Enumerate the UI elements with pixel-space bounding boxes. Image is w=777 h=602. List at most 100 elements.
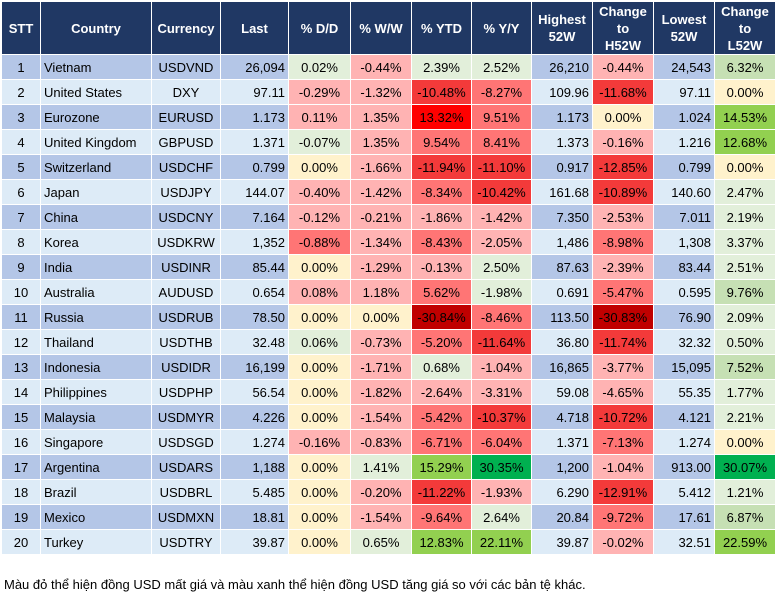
cell-country: India xyxy=(40,254,152,280)
cell-dd: 0.00% xyxy=(288,379,351,405)
cell-currency: USDPHP xyxy=(151,379,221,405)
footnote: Màu đỏ thể hiện đồng USD mất giá và màu … xyxy=(4,577,586,592)
header-highest-52w[interactable]: Highest 52W xyxy=(531,1,593,55)
cell-ch: -5.47% xyxy=(592,279,654,305)
cell-ytd: -0.13% xyxy=(411,254,472,280)
cell-last: 1.173 xyxy=(220,104,289,130)
cell-ytd: -11.22% xyxy=(411,479,472,505)
table-row[interactable]: 17 Argentina USDARS 1,188 0.00% 1.41% 15.29% 30… xyxy=(1,454,776,480)
table-row[interactable]: 4 United Kingdom GBPUSD 1.371 -0.07% 1.35% 9.5… xyxy=(1,129,776,155)
currency-table: STT Country Currency Last % D/D % W/W % YTD % Y… xyxy=(1,1,776,555)
header-ww[interactable]: % W/W xyxy=(350,1,412,55)
cell-low: 15,095 xyxy=(653,354,715,380)
table-row[interactable]: 2 United States DXY 97.11 -0.29% -1.32% -10.48… xyxy=(1,79,776,105)
table-body: 1 Vietnam USDVND 26,094 0.02% -0.44% 2.39% 2.52… xyxy=(1,54,776,555)
cell-ytd: 13.32% xyxy=(411,104,472,130)
cell-ch: -4.65% xyxy=(592,379,654,405)
table-row[interactable]: 7 China USDCNY 7.164 -0.12% -0.21% -1.86% -1.42… xyxy=(1,204,776,230)
cell-cl: 3.37% xyxy=(714,229,776,255)
cell-currency: USDRUB xyxy=(151,304,221,330)
cell-ww: -1.71% xyxy=(350,354,412,380)
cell-currency: USDCHF xyxy=(151,154,221,180)
table-row[interactable]: 10 Australia AUDUSD 0.654 0.08% 1.18% 5.62% -1.… xyxy=(1,279,776,305)
cell-high: 1.373 xyxy=(531,129,593,155)
cell-last: 85.44 xyxy=(220,254,289,280)
cell-ch: 0.00% xyxy=(592,104,654,130)
cell-high: 4.718 xyxy=(531,404,593,430)
cell-cl: 14.53% xyxy=(714,104,776,130)
header-label: Currency xyxy=(157,20,215,36)
header-label: % D/D xyxy=(300,20,339,36)
cell-stt: 9 xyxy=(1,254,41,280)
table-row[interactable]: 6 Japan USDJPY 144.07 -0.40% -1.42% -8.34% -10.… xyxy=(1,179,776,205)
cell-last: 1,188 xyxy=(220,454,289,480)
cell-cl: 2.47% xyxy=(714,179,776,205)
table-row[interactable]: 15 Malaysia USDMYR 4.226 0.00% -1.54% -5.42% -1… xyxy=(1,404,776,430)
cell-high: 0.917 xyxy=(531,154,593,180)
cell-yy: -8.46% xyxy=(471,304,532,330)
cell-high: 7.350 xyxy=(531,204,593,230)
header-dd[interactable]: % D/D xyxy=(288,1,351,55)
header-stt[interactable]: STT xyxy=(1,1,41,55)
table-row[interactable]: 13 Indonesia USDIDR 16,199 0.00% -1.71% 0.68% -… xyxy=(1,354,776,380)
table-row[interactable]: 14 Philippines USDPHP 56.54 0.00% -1.82% -2.64… xyxy=(1,379,776,405)
cell-yy: -2.05% xyxy=(471,229,532,255)
cell-country: Korea xyxy=(40,229,152,255)
cell-ch: -10.89% xyxy=(592,179,654,205)
cell-currency: DXY xyxy=(151,79,221,105)
cell-country: Indonesia xyxy=(40,354,152,380)
cell-dd: 0.00% xyxy=(288,304,351,330)
header-yy[interactable]: % Y/Y xyxy=(471,1,532,55)
table-row[interactable]: 20 Turkey USDTRY 39.87 0.00% 0.65% 12.83% 22.11… xyxy=(1,529,776,555)
header-lowest-52w[interactable]: Lowest 52W xyxy=(653,1,715,55)
table-row[interactable]: 9 India USDINR 85.44 0.00% -1.29% -0.13% 2.50% 8… xyxy=(1,254,776,280)
cell-ch: -10.72% xyxy=(592,404,654,430)
cell-country: Brazil xyxy=(40,479,152,505)
table-row[interactable]: 1 Vietnam USDVND 26,094 0.02% -0.44% 2.39% 2.52… xyxy=(1,54,776,80)
table-row[interactable]: 5 Switzerland USDCHF 0.799 0.00% -1.66% -11.94… xyxy=(1,154,776,180)
cell-yy: 2.50% xyxy=(471,254,532,280)
cell-last: 56.54 xyxy=(220,379,289,405)
cell-currency: USDBRL xyxy=(151,479,221,505)
table-row[interactable]: 3 Eurozone EURUSD 1.173 0.11% 1.35% 13.32% 9.51… xyxy=(1,104,776,130)
cell-high: 6.290 xyxy=(531,479,593,505)
header-currency[interactable]: Currency xyxy=(151,1,221,55)
cell-yy: -1.98% xyxy=(471,279,532,305)
header-ytd[interactable]: % YTD xyxy=(411,1,472,55)
cell-ww: -1.34% xyxy=(350,229,412,255)
cell-ww: -0.83% xyxy=(350,429,412,455)
cell-stt: 18 xyxy=(1,479,41,505)
cell-cl: 0.00% xyxy=(714,154,776,180)
cell-currency: USDIDR xyxy=(151,354,221,380)
cell-ww: 1.18% xyxy=(350,279,412,305)
cell-yy: 2.52% xyxy=(471,54,532,80)
cell-cl: 22.59% xyxy=(714,529,776,555)
table-row[interactable]: 12 Thailand USDTHB 32.48 0.06% -0.73% -5.20% -1… xyxy=(1,329,776,355)
cell-ch: -30.83% xyxy=(592,304,654,330)
cell-ww: -0.44% xyxy=(350,54,412,80)
cell-dd: -0.29% xyxy=(288,79,351,105)
header-country[interactable]: Country xyxy=(40,1,152,55)
cell-dd: 0.00% xyxy=(288,504,351,530)
cell-cl: 7.52% xyxy=(714,354,776,380)
cell-high: 113.50 xyxy=(531,304,593,330)
header-change-l52w[interactable]: Change to L52W xyxy=(714,1,776,55)
table-row[interactable]: 11 Russia USDRUB 78.50 0.00% 0.00% -30.84% -8.4… xyxy=(1,304,776,330)
cell-ww: -1.42% xyxy=(350,179,412,205)
cell-country: United States xyxy=(40,79,152,105)
cell-low: 7.011 xyxy=(653,204,715,230)
cell-dd: -0.07% xyxy=(288,129,351,155)
table-row[interactable]: 16 Singapore USDSGD 1.274 -0.16% -0.83% -6.71%… xyxy=(1,429,776,455)
cell-currency: USDTHB xyxy=(151,329,221,355)
cell-stt: 11 xyxy=(1,304,41,330)
cell-ww: -1.32% xyxy=(350,79,412,105)
cell-low: 1.216 xyxy=(653,129,715,155)
header-last[interactable]: Last xyxy=(220,1,289,55)
header-change-h52w[interactable]: Change to H52W xyxy=(592,1,654,55)
table-row[interactable]: 19 Mexico USDMXN 18.81 0.00% -1.54% -9.64% 2.64… xyxy=(1,504,776,530)
table-row[interactable]: 18 Brazil USDBRL 5.485 0.00% -0.20% -11.22% -1.… xyxy=(1,479,776,505)
header-label: % W/W xyxy=(359,20,403,36)
cell-yy: -10.37% xyxy=(471,404,532,430)
cell-stt: 19 xyxy=(1,504,41,530)
table-row[interactable]: 8 Korea USDKRW 1,352 -0.88% -1.34% -8.43% -2.05… xyxy=(1,229,776,255)
